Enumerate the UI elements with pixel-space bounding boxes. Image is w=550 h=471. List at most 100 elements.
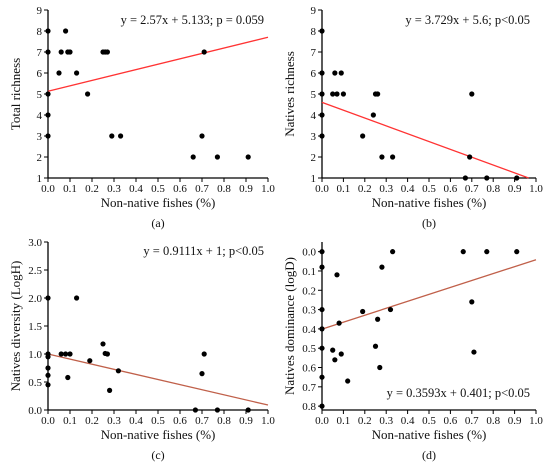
x-axis-title: Non-native fishes (%) [372,427,487,442]
data-point [192,407,198,413]
regression-line [47,36,269,92]
y-tick-label: 2 [311,152,317,164]
x-tick-label: 0.0 [315,415,329,427]
data-point [45,365,51,371]
data-point [74,70,80,76]
x-tick-label: 0.3 [379,183,393,195]
y-tick-label: 9 [37,5,43,17]
x-tick-label: 0.0 [41,183,55,195]
data-point [332,357,338,363]
y-tick-label: 7 [37,47,43,59]
y-tick-label: 0.5 [28,377,42,389]
y-tick-label: 0.7 [302,382,316,394]
x-tick-label: 0.8 [217,415,231,427]
chart-panel-c: 0.0 0.1 0.2 0.3 0.4 0.5 0.6 0.7 0.8 0.9 1.0 0.0 0.5 1… [8,237,275,462]
data-point [45,354,51,360]
data-point [319,403,325,409]
data-point [467,154,473,160]
data-point [45,133,51,139]
x-tick-label: 0.9 [508,415,522,427]
data-point [319,249,325,255]
data-point [115,368,121,374]
data-point [330,91,336,97]
y-tick-label: 0.4 [302,324,316,336]
x-tick-label: 0.5 [422,415,436,427]
y-tick-label: 0.8 [302,401,316,413]
x-tick-label: 0.4 [129,415,143,427]
data-point [45,91,51,97]
y-axis-title: Total richness [8,58,23,130]
y-tick-label: 1 [311,173,317,185]
data-point [360,133,366,139]
data-point [375,91,381,97]
x-tick-label: 0.4 [401,183,415,195]
data-point [87,358,93,364]
data-point [107,387,113,393]
data-point [319,264,325,270]
x-tick-label: 0.6 [173,183,187,195]
y-tick-label: 6 [37,68,43,80]
data-point [100,341,106,347]
x-tick-label: 0.7 [465,415,479,427]
data-point [118,133,124,139]
data-point [245,407,251,413]
y-tick-label: 2.5 [28,265,42,277]
data-point [67,49,73,55]
y-tick-label: 8 [37,26,43,38]
y-tick-label: 9 [311,5,317,17]
y-tick-label: 2.0 [28,293,42,305]
regression-equation: y = 2.57x + 5.133; p = 0.059 [121,13,264,27]
panel-label: (d) [422,448,436,462]
panel-label: (c) [151,448,164,462]
x-tick-label: 0.9 [508,183,522,195]
x-tick-label: 0.1 [337,183,351,195]
x-tick-label: 0.6 [444,183,458,195]
y-axis-title: Natives dominance (logD) [282,257,297,395]
y-axis-title: Natives richness [282,51,297,137]
data-point [334,91,340,97]
y-tick-label: 1 [37,173,43,185]
y-tick-label: 0.6 [302,363,316,375]
x-tick-label: 0.8 [217,183,231,195]
x-axis-title: Non-native fishes (%) [101,427,216,442]
data-point [63,351,69,357]
x-tick-label: 0.8 [486,183,500,195]
data-point [109,133,115,139]
data-point [104,351,110,357]
data-point [214,407,220,413]
x-tick-label: 0.0 [315,183,329,195]
chart-panel-d: 0.0 0.1 0.2 0.3 0.4 0.5 0.6 0.7 0.8 0.9 1.0 0.0 0.1 0… [282,242,543,462]
y-tick-label: 1.5 [28,321,42,333]
data-point [319,91,325,97]
regression-equation: y = 3.729x + 5.6; p<0.05 [405,13,530,27]
data-point [45,49,51,55]
y-tick-label: 5 [311,89,317,101]
data-point [190,154,196,160]
y-axis-title: Natives diversity (LogH) [8,261,23,392]
data-point [514,249,520,255]
y-tick-label: 0.3 [302,305,316,317]
data-point [104,49,110,55]
data-point [338,351,344,357]
y-tick-label: 0.2 [302,285,316,297]
data-point [319,70,325,76]
data-point [214,154,220,160]
x-tick-label: 0.7 [195,183,209,195]
x-tick-label: 0.3 [107,183,121,195]
data-point [471,349,477,355]
x-tick-label: 0.2 [85,415,99,427]
data-point [338,70,344,76]
x-tick-label: 0.4 [401,415,415,427]
x-tick-label: 0.5 [422,183,436,195]
regression-line [47,353,269,406]
x-tick-label: 0.7 [465,183,479,195]
data-point [201,351,207,357]
data-point [199,133,205,139]
x-tick-label: 0.7 [195,415,209,427]
x-tick-label: 0.5 [151,183,165,195]
data-point [375,316,381,322]
x-axis-title: Non-native fishes (%) [372,195,487,210]
regression-line [321,259,537,330]
y-tick-label: 4 [311,110,317,122]
data-point [199,371,205,377]
